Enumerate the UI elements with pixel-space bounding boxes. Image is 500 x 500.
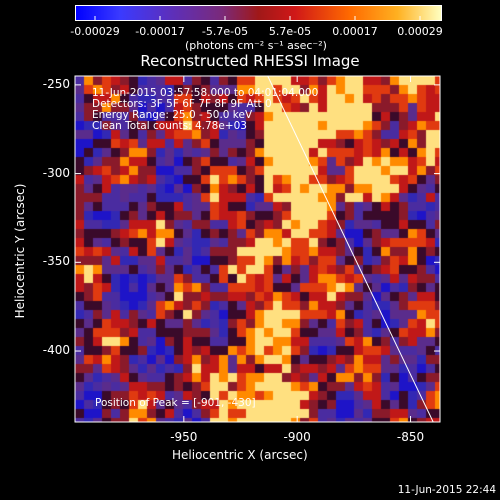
heatmap-canvas xyxy=(75,76,440,422)
info-line: Energy Range: 25.0 - 50.0 keV xyxy=(92,109,253,121)
y-tick-label: -350 xyxy=(42,254,70,269)
x-tick-label: -850 xyxy=(396,430,425,444)
colorbar-tick-label: 0.00029 xyxy=(397,25,443,38)
colorbar-tick-label: -5.7e-05 xyxy=(201,25,249,38)
info-line: Detectors: 3F 5F 6F 7F 8F 9F Att 0 xyxy=(92,98,272,110)
colorbar-tick-label: -0.00017 xyxy=(135,25,185,38)
plot-frame xyxy=(74,75,441,423)
info-line: 11-Jun-2015 03:57:58.000 to 04:01:04.000 xyxy=(92,87,319,99)
info-line: Clean Total counts: 4.78e+03 xyxy=(92,120,247,132)
timestamp: 11-Jun-2015 22:44 xyxy=(397,484,496,496)
x-axis-label: Heliocentric X (arcsec) xyxy=(172,448,308,462)
observation-info: 11-Jun-2015 03:57:58.000 to 04:01:04.000… xyxy=(92,88,318,132)
colorbar-units: (photons cm⁻² s⁻¹ asec⁻²) xyxy=(185,39,327,52)
y-tick-label: -300 xyxy=(42,165,70,180)
y-tick-label: -400 xyxy=(42,343,70,358)
colorbar-tick-label: 5.7e-05 xyxy=(268,25,312,38)
y-tick-label: -250 xyxy=(42,76,70,91)
y-axis-label: Heliocentric Y (arcsec) xyxy=(13,183,27,319)
x-tick-label: -900 xyxy=(283,430,311,444)
peak-position-label: Position of Peak = [-901, -430] xyxy=(95,397,256,409)
solar-limb-line xyxy=(267,75,434,423)
rhessi-image xyxy=(75,76,440,422)
colorbar-tick-label: 0.00017 xyxy=(332,25,378,38)
image-title: Reconstructed RHESSI Image xyxy=(140,52,360,70)
x-tick-label: -950 xyxy=(170,430,198,444)
colorbar-tick-label: -0.00029 xyxy=(70,25,120,38)
colorbar xyxy=(75,5,442,21)
